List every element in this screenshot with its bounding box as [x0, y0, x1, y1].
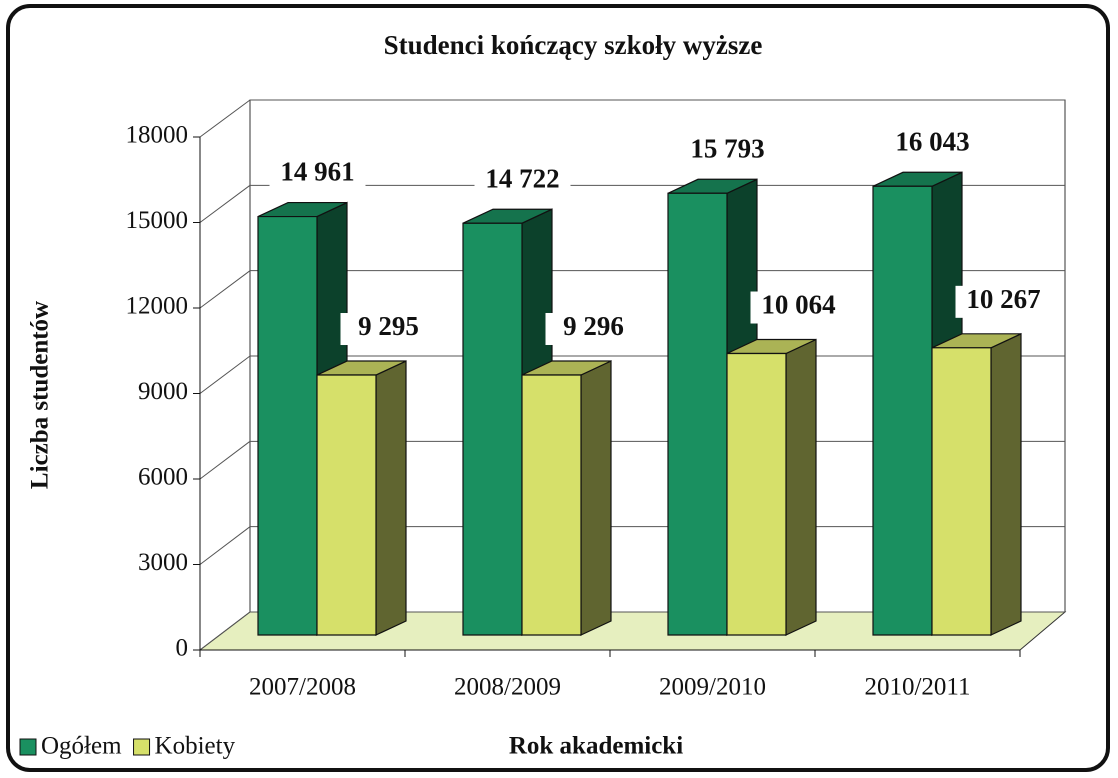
y-tick-label: 15000 — [126, 207, 189, 234]
bar-front — [726, 352, 787, 636]
side-grid-line — [199, 99, 251, 138]
bar — [726, 338, 817, 636]
bar-front — [462, 222, 523, 636]
legend-label: Kobiety — [155, 733, 236, 760]
legend-swatch — [19, 738, 37, 756]
y-tick-label: 3000 — [138, 549, 188, 576]
chart-title: Studenci kończący szkoły wyższe — [384, 30, 763, 60]
side-grid-line — [199, 270, 251, 309]
y-tick-label: 0 — [176, 635, 189, 662]
x-tick-label: 2009/2010 — [659, 674, 766, 701]
data-label: 14 961 — [280, 157, 354, 187]
side-grid-line — [199, 611, 251, 651]
data-label: 10 267 — [966, 284, 1040, 314]
bar-side — [990, 332, 1022, 636]
data-label-bg — [269, 158, 366, 191]
bar — [316, 360, 407, 636]
side-grid-line — [199, 184, 251, 223]
x-tick-label: 2010/2011 — [864, 674, 970, 701]
data-label-bg — [955, 285, 1052, 318]
data-label-bg — [340, 313, 437, 346]
y-axis-title: Liczba studentów — [27, 301, 54, 489]
data-label: 9 296 — [563, 311, 624, 341]
data-label-bg — [679, 135, 776, 168]
data-label: 10 064 — [761, 290, 835, 320]
legend-swatch — [133, 738, 151, 756]
bar-front — [316, 374, 377, 636]
side-grid-line — [199, 526, 251, 565]
bar-front — [872, 185, 933, 636]
bar — [931, 332, 1022, 636]
data-label: 9 295 — [358, 311, 419, 341]
data-label: 14 722 — [485, 163, 559, 193]
side-grid-line — [199, 355, 251, 394]
bar-front — [667, 192, 728, 636]
data-label-bg — [474, 165, 571, 198]
y-tick-label: 6000 — [138, 464, 188, 491]
bar-side — [785, 338, 817, 636]
data-label: 16 043 — [895, 126, 969, 156]
x-axis-title: Rok akademicki — [509, 733, 683, 760]
bar-front — [931, 347, 992, 636]
data-label-bg — [884, 128, 981, 161]
x-tick-label: 2008/2009 — [454, 674, 561, 701]
legend-label: Ogółem — [41, 733, 122, 760]
x-tick-label: 2007/2008 — [249, 674, 356, 701]
bar — [521, 360, 612, 636]
data-label: 15 793 — [690, 133, 764, 163]
bar-side — [580, 360, 612, 636]
data-label-bg — [750, 291, 847, 324]
y-tick-label: 18000 — [126, 122, 189, 149]
data-label-bg — [545, 312, 642, 345]
bar-side — [375, 360, 407, 636]
y-tick-label: 9000 — [138, 378, 188, 405]
bar-front — [257, 215, 318, 636]
side-grid-line — [199, 440, 251, 480]
y-tick-label: 12000 — [126, 293, 189, 320]
bar-front — [521, 374, 582, 636]
